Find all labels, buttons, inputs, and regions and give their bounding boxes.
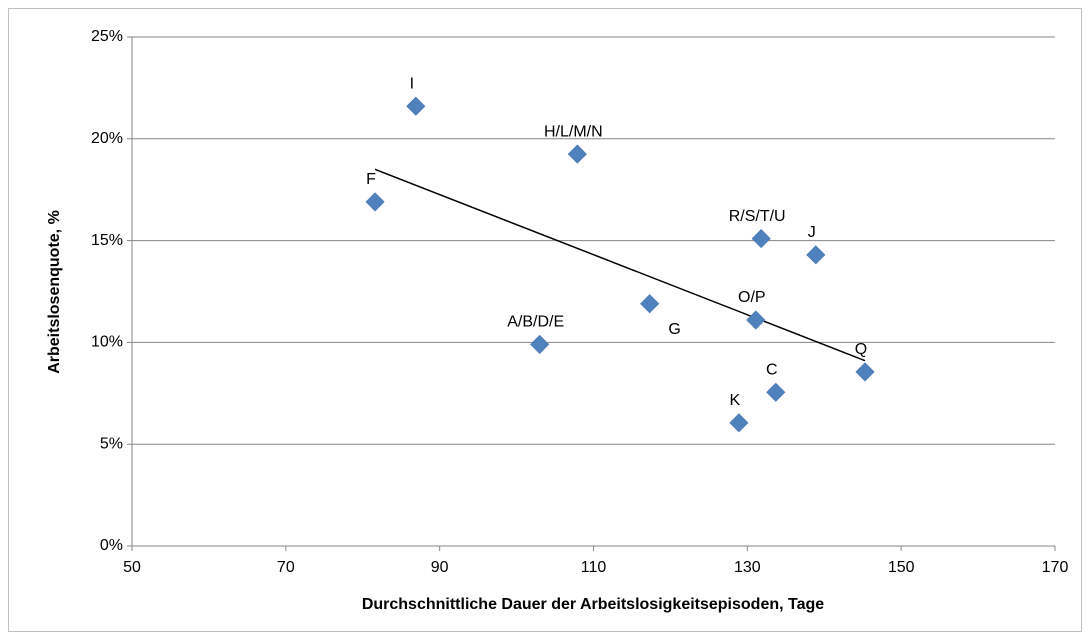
y-axis-title: Arbeitslosenquote, % [46,210,63,374]
y-tick-label: 15% [91,232,123,249]
point [729,413,749,433]
point-label: I [410,75,414,92]
point [640,294,660,314]
point-label: J [808,224,816,241]
point-label: O/P [738,289,766,306]
point [365,192,385,212]
point [751,228,771,249]
x-tick-label: 170 [1042,559,1069,576]
point-label: F [366,171,376,188]
point [766,382,786,402]
point-label: Q [855,341,867,358]
point [406,96,426,116]
x-tick-label: 130 [734,559,761,576]
point [567,144,587,164]
y-tick-label: 20% [91,130,123,147]
point-label: C [766,362,778,379]
point [530,334,550,355]
y-tick-label: 5% [100,435,123,452]
x-tick-label: 50 [123,559,141,576]
point [855,362,875,382]
point [806,245,826,265]
point-label: A/B/D/E [507,314,564,331]
point-label: R/S/T/U [729,208,786,225]
point-label: G [668,321,680,338]
x-tick-label: 90 [431,559,449,576]
y-tick-label: 10% [91,334,123,351]
point-label: H/L/M/N [544,123,603,140]
point [746,310,766,330]
x-axis-title: Durchschnittliche Dauer der Arbeitslosig… [362,596,824,613]
x-tick-label: 110 [581,559,607,576]
x-tick-label: 70 [277,559,295,576]
trendline [374,168,866,362]
chart-frame [8,8,1082,632]
x-tick-label: 150 [888,559,915,576]
y-tick-label: 25% [91,28,123,45]
y-tick-label: 0% [100,537,123,554]
point-label: K [730,392,741,409]
